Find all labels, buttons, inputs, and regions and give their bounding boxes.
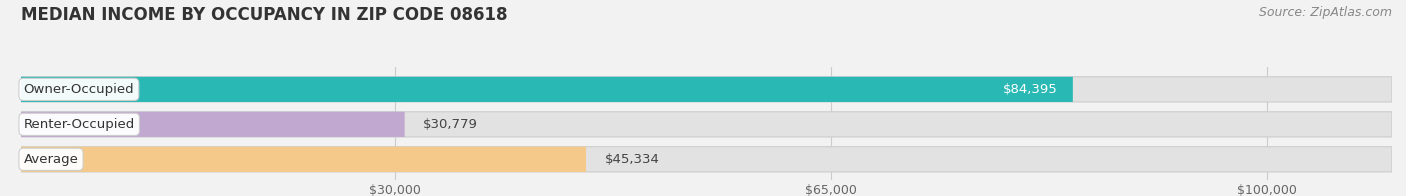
Text: $84,395: $84,395 <box>1002 83 1057 96</box>
FancyBboxPatch shape <box>21 147 1392 172</box>
Text: MEDIAN INCOME BY OCCUPANCY IN ZIP CODE 08618: MEDIAN INCOME BY OCCUPANCY IN ZIP CODE 0… <box>21 6 508 24</box>
FancyBboxPatch shape <box>21 147 586 172</box>
Text: Renter-Occupied: Renter-Occupied <box>24 118 135 131</box>
Text: $45,334: $45,334 <box>605 153 659 166</box>
Text: Source: ZipAtlas.com: Source: ZipAtlas.com <box>1258 6 1392 19</box>
Text: Average: Average <box>24 153 79 166</box>
FancyBboxPatch shape <box>21 77 1392 102</box>
Text: $30,779: $30,779 <box>423 118 478 131</box>
FancyBboxPatch shape <box>21 112 1392 137</box>
Text: Owner-Occupied: Owner-Occupied <box>24 83 134 96</box>
FancyBboxPatch shape <box>21 112 405 137</box>
FancyBboxPatch shape <box>21 77 1073 102</box>
